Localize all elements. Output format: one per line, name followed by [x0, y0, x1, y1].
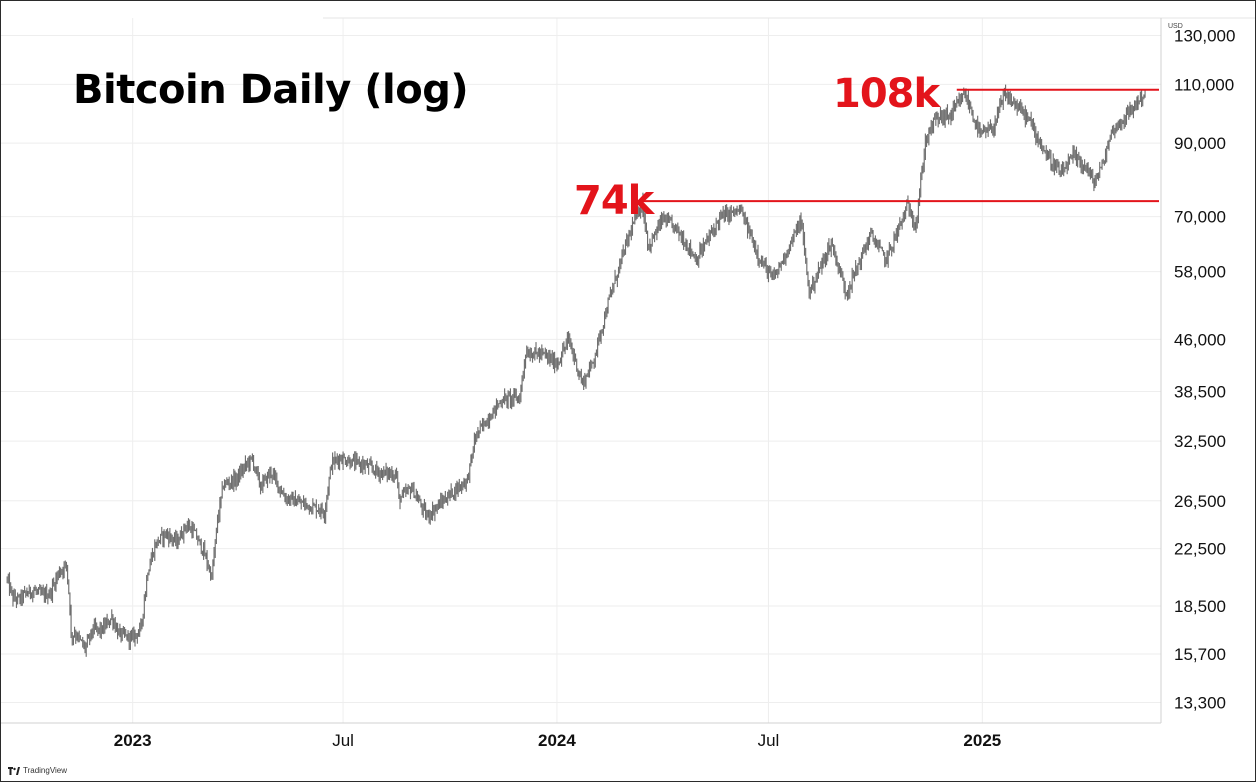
x-tick-label: Jul — [332, 731, 354, 750]
currency-label: USD — [1168, 23, 1183, 30]
level-label-74k: 74k — [574, 178, 654, 224]
tradingview-text: TradingView — [23, 766, 68, 775]
level-label-108k: 108k — [833, 71, 940, 117]
y-tick-label: 58,000 — [1174, 263, 1226, 282]
time-axis: 2023 Jul 2024 Jul 2025 — [114, 731, 1001, 750]
price-axis: 130,000 110,000 90,000 70,000 58,000 46,000 38… — [1174, 26, 1235, 712]
vertical-gridlines — [132, 18, 983, 723]
y-tick-label: 15,700 — [1174, 645, 1226, 664]
x-tick-label: Jul — [758, 731, 780, 750]
y-tick-label: 18,500 — [1174, 597, 1226, 616]
y-tick-label: 32,500 — [1174, 432, 1226, 451]
y-tick-label: 90,000 — [1174, 134, 1226, 153]
x-tick-label: 2024 — [538, 731, 576, 750]
y-tick-label: 70,000 — [1174, 208, 1226, 227]
y-tick-label: 46,000 — [1174, 330, 1226, 349]
price-series — [6, 84, 1146, 657]
x-tick-label: 2025 — [963, 731, 1001, 750]
tradingview-logo-icon — [8, 766, 20, 775]
tradingview-brand[interactable]: TradingView — [8, 766, 67, 775]
horizontal-gridlines — [1, 34, 1161, 703]
y-tick-label: 22,500 — [1174, 540, 1226, 559]
y-tick-label: 26,500 — [1174, 492, 1226, 511]
y-tick-label: 38,500 — [1174, 383, 1226, 402]
level-lines — [641, 88, 1159, 203]
y-tick-label: 110,000 — [1174, 75, 1234, 94]
chart-title: Bitcoin Daily (log) — [73, 67, 469, 113]
y-tick-label: 13,300 — [1174, 693, 1226, 712]
y-tick-label: 130,000 — [1174, 26, 1235, 45]
x-tick-label: 2023 — [114, 731, 152, 750]
